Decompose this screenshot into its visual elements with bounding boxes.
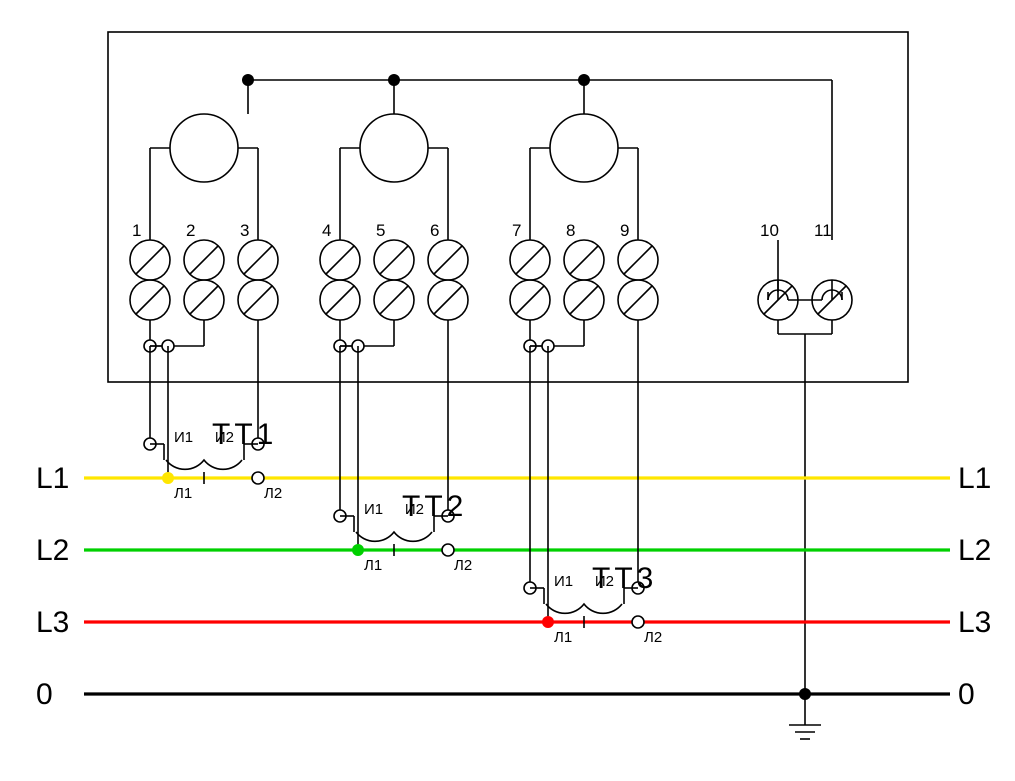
rail-label-right-N: 0 (958, 678, 975, 711)
terminal-label-10: 10 (760, 221, 779, 240)
TT3-label-L2: Л2 (644, 629, 662, 646)
terminal-label-4: 4 (322, 221, 331, 240)
TT2-label-L2: Л2 (454, 557, 472, 574)
terminal-label-5: 5 (376, 221, 385, 240)
rail-label-right-L1: L1 (958, 462, 991, 495)
terminal-label-3: 3 (240, 221, 249, 240)
rail-label-left-L1: L1 (36, 462, 69, 495)
meter-box (108, 32, 908, 382)
TT3-secondary (546, 604, 622, 613)
terminal-label-6: 6 (430, 221, 439, 240)
rail-label-left-L3: L3 (36, 606, 69, 639)
TT3-label-I1: И1 (554, 573, 573, 590)
TT2-secondary (356, 532, 432, 541)
terminal-label-7: 7 (512, 221, 521, 240)
terminal-label-8: 8 (566, 221, 575, 240)
terminal-label-9: 9 (620, 221, 629, 240)
TT1-label-I1: И1 (174, 429, 193, 446)
TT1-label-L1: Л1 (174, 485, 192, 502)
rail-label-right-L3: L3 (958, 606, 991, 639)
rail-label-right-L2: L2 (958, 534, 991, 567)
TT1-label-L2: Л2 (264, 485, 282, 502)
TT1-secondary (166, 460, 242, 469)
coil-3 (550, 114, 618, 182)
TT2-label-L1: Л1 (364, 557, 382, 574)
TT3-label-L1: Л1 (554, 629, 572, 646)
terminal-label-1: 1 (132, 221, 141, 240)
TT3-label: ТТ3 (592, 562, 657, 595)
TT2-label-I1: И1 (364, 501, 383, 518)
coil-2 (360, 114, 428, 182)
coil-1 (170, 114, 238, 182)
terminal-label-11: 11 (814, 221, 832, 240)
rail-label-left-N: 0 (36, 678, 53, 711)
terminal-label-2: 2 (186, 221, 195, 240)
TT2-label: ТТ2 (402, 490, 467, 523)
TT1-label: ТТ1 (212, 418, 277, 451)
rail-label-left-L2: L2 (36, 534, 69, 567)
